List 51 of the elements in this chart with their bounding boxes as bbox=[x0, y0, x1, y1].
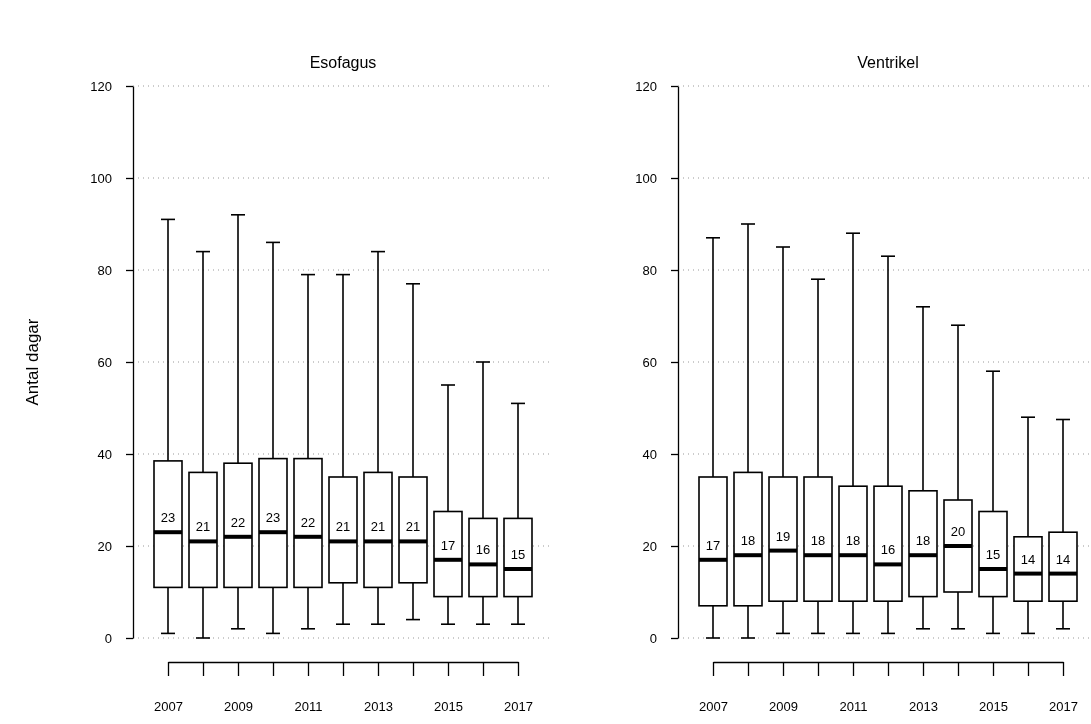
x-tick-label: 2015 bbox=[979, 699, 1008, 715]
text: 23 bbox=[265, 510, 281, 526]
x-tick-label: 2015 bbox=[434, 699, 463, 715]
y-tick-label: 40 bbox=[97, 446, 112, 462]
y-tick-label: 80 bbox=[97, 262, 112, 278]
text: 21 bbox=[195, 519, 211, 535]
y-tick-label: 120 bbox=[90, 78, 112, 94]
y-tick-label: 100 bbox=[90, 170, 112, 186]
x-tick-label: 2013 bbox=[364, 699, 393, 715]
y-tick-label: 120 bbox=[635, 78, 657, 94]
text: 15 bbox=[510, 547, 526, 562]
text: 17 bbox=[440, 537, 456, 553]
x-tick-label: 2007 bbox=[154, 699, 183, 715]
y-tick-label: 0 bbox=[649, 630, 657, 646]
x-tick-label: 2017 bbox=[1049, 699, 1078, 715]
text: 20 bbox=[950, 524, 966, 539]
y-tick-label: 20 bbox=[642, 538, 657, 554]
text: 16 bbox=[475, 542, 491, 558]
y-tick-label: 60 bbox=[97, 354, 112, 370]
x-tick-label: 2009 bbox=[224, 699, 253, 715]
text: 18 bbox=[740, 533, 756, 549]
text: 19 bbox=[775, 528, 791, 544]
text: 22 bbox=[230, 514, 246, 530]
x-tick-label: 2017 bbox=[504, 699, 533, 715]
chart-title: Esofagus bbox=[309, 54, 377, 71]
text: 18 bbox=[915, 533, 931, 549]
y-axis-title: Antal dagar bbox=[23, 318, 42, 406]
y-tick-label: 20 bbox=[97, 538, 112, 554]
y-tick-label: 40 bbox=[642, 446, 657, 462]
y-tick-label: 0 bbox=[104, 630, 112, 646]
text: 18 bbox=[845, 533, 861, 549]
text: 21 bbox=[370, 519, 386, 535]
x-tick-label: 2009 bbox=[769, 699, 798, 715]
text: 15 bbox=[985, 547, 1001, 562]
text: 18 bbox=[810, 533, 826, 549]
text: 14 bbox=[1055, 551, 1071, 567]
chart-title: Ventrikel bbox=[857, 54, 919, 71]
text: 22 bbox=[300, 514, 316, 530]
x-tick-label: 2011 bbox=[294, 699, 323, 715]
text: 23 bbox=[160, 510, 176, 526]
y-tick-label: 80 bbox=[642, 262, 657, 278]
text: 17 bbox=[705, 537, 721, 553]
x-tick-label: 2013 bbox=[909, 699, 938, 715]
text: 21 bbox=[405, 519, 421, 535]
y-tick-label: 60 bbox=[642, 354, 657, 370]
text: 14 bbox=[1020, 551, 1036, 567]
y-tick-label: 100 bbox=[635, 170, 657, 186]
x-tick-label: 2007 bbox=[699, 699, 728, 715]
x-tick-label: 2011 bbox=[839, 699, 868, 715]
text: 16 bbox=[880, 542, 896, 558]
text: 21 bbox=[335, 519, 351, 535]
